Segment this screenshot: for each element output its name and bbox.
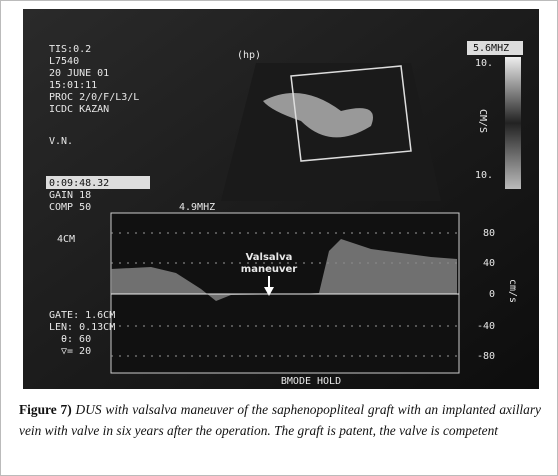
header-line: L7540 bbox=[49, 56, 79, 67]
header-line: ICDC KAZAN bbox=[49, 104, 109, 115]
color-scale-top: 10. bbox=[475, 58, 493, 69]
annotation-arrowhead bbox=[264, 287, 274, 296]
velocity-unit: cm/s bbox=[507, 279, 518, 303]
caption: Figure 7) DUS with valsalva maneuver of … bbox=[19, 399, 541, 441]
filter: ▽= 20 bbox=[61, 346, 91, 357]
vessel bbox=[263, 93, 373, 138]
patient: V.N. bbox=[49, 136, 73, 147]
doppler-freq: 4.9MHZ bbox=[179, 202, 215, 213]
header-line: TIS:0.2 bbox=[49, 44, 91, 55]
header-line: 20 JUNE 01 bbox=[49, 68, 109, 79]
velocity-label: 40 bbox=[483, 258, 495, 269]
mode: BMODE HOLD bbox=[281, 376, 341, 387]
comp: COMP 50 bbox=[49, 202, 91, 213]
annotation: Valsalva bbox=[246, 252, 293, 263]
velocity-label: 80 bbox=[483, 228, 495, 239]
header-line: PROC 2/0/F/L3/L bbox=[49, 92, 139, 103]
velocity-label: -40 bbox=[477, 321, 495, 332]
color-box bbox=[290, 65, 412, 162]
timer-box bbox=[46, 176, 150, 189]
len: LEN: 0.13CM bbox=[49, 322, 115, 333]
header-line: 15:01:11 bbox=[49, 80, 97, 91]
annotation: maneuver bbox=[241, 264, 297, 275]
caption-label: Figure 7) bbox=[19, 402, 72, 417]
angle: θ: 60 bbox=[61, 334, 91, 345]
depth: 4CM bbox=[57, 234, 75, 245]
velocity-label: -80 bbox=[477, 351, 495, 362]
velocity-label: 0 bbox=[489, 289, 495, 300]
gain: GAIN 18 bbox=[49, 190, 91, 201]
ultrasound-image: TIS:0.2 L7540 20 JUNE 01 15:01:11 PROC 2… bbox=[23, 9, 539, 389]
spectral-waveform bbox=[111, 239, 457, 301]
color-scale-unit: CM/S bbox=[477, 109, 488, 133]
color-scale-bottom: 10. bbox=[475, 170, 493, 181]
freq-box bbox=[467, 41, 523, 55]
caption-text: DUS with valsalva maneuver of the saphen… bbox=[19, 402, 541, 438]
timer: 0:09:48.32 bbox=[49, 178, 109, 189]
gate: GATE: 1.6CM bbox=[49, 310, 115, 321]
probe-mark: (hp) bbox=[237, 50, 261, 61]
color-scale bbox=[505, 57, 521, 189]
probe-freq: 5.6MHZ bbox=[473, 43, 509, 54]
